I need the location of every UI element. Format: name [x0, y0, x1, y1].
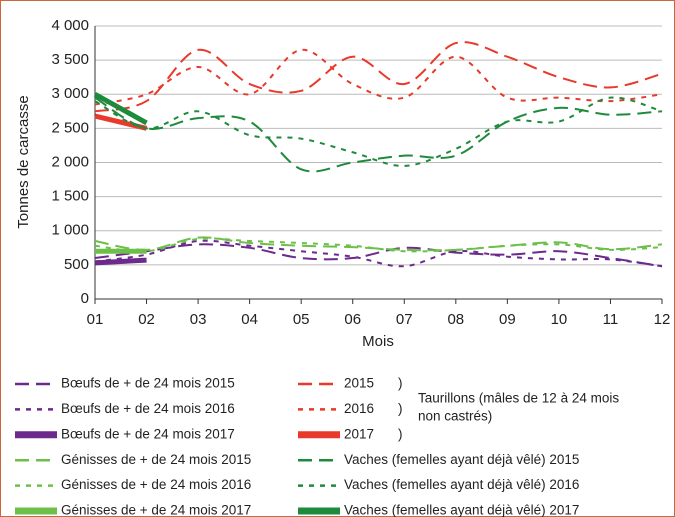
- x-tick-label: 12: [654, 311, 671, 328]
- legend-label: Génisses de + de 24 mois 2015: [61, 452, 251, 467]
- x-tick-label: 06: [344, 311, 361, 328]
- y-tick-label: 2 000: [51, 153, 89, 170]
- series-line: [94, 237, 663, 253]
- x-axis-label: Mois: [362, 333, 394, 350]
- series-line: [94, 239, 663, 268]
- legend-note: Taurillons (mâles de 12 à 24 mois: [418, 391, 619, 406]
- series-line: [94, 243, 663, 268]
- x-tick-label: 04: [241, 311, 258, 328]
- legend-label: Bœufs de + de 24 mois 2016: [61, 401, 235, 416]
- x-tick-label: 05: [293, 311, 310, 328]
- y-tick-label: 0: [81, 290, 89, 307]
- legend-note: non castrés): [418, 409, 492, 424]
- legend-bracket: ): [398, 426, 403, 441]
- y-tick-label: 2 500: [51, 119, 89, 136]
- series-line: [94, 96, 663, 173]
- y-tick-label: 500: [64, 256, 89, 273]
- legend-label: Génisses de + de 24 mois 2017: [61, 503, 251, 517]
- x-tick-label: 07: [396, 311, 413, 328]
- x-tick-label: 01: [87, 311, 104, 328]
- y-tick-label: 3 000: [51, 85, 89, 102]
- legend-bracket: ): [398, 376, 403, 391]
- series-line: [94, 48, 663, 106]
- legend-label: 2016: [344, 401, 374, 416]
- x-tick-label: 03: [190, 311, 207, 328]
- y-tick-label: 4 000: [51, 17, 89, 34]
- legend-label: Bœufs de + de 24 mois 2017: [61, 426, 235, 441]
- legend-label: Bœufs de + de 24 mois 2015: [61, 376, 235, 391]
- series-line: [94, 41, 663, 113]
- y-tick-label: 3 500: [51, 51, 89, 68]
- legend-label: Génisses de + de 24 mois 2016: [61, 477, 251, 492]
- legend-label: Vaches (femelles ayant déjà vêlé) 2015: [344, 452, 579, 467]
- series-line: [94, 257, 147, 266]
- x-tick-label: 08: [447, 311, 464, 328]
- legend-label: Vaches (femelles ayant déjà vêlé) 2016: [344, 477, 579, 492]
- y-tick-label: 1 500: [51, 188, 89, 205]
- series-line: [94, 236, 663, 252]
- legend-label: 2017: [344, 426, 374, 441]
- x-tick-label: 02: [138, 311, 155, 328]
- legend-label: 2015: [344, 376, 374, 391]
- series-line: [94, 96, 663, 167]
- y-axis-label: Tonnes de carcasse: [15, 95, 32, 228]
- series-line: [93, 92, 148, 126]
- legend-label: Vaches (femelles ayant déjà vêlé) 2017: [344, 503, 579, 517]
- x-tick-label: 09: [499, 311, 516, 328]
- x-tick-label: 10: [551, 311, 568, 328]
- x-tick-label: 11: [603, 311, 619, 328]
- legend-bracket: ): [398, 401, 403, 416]
- y-tick-label: 1 000: [51, 222, 89, 239]
